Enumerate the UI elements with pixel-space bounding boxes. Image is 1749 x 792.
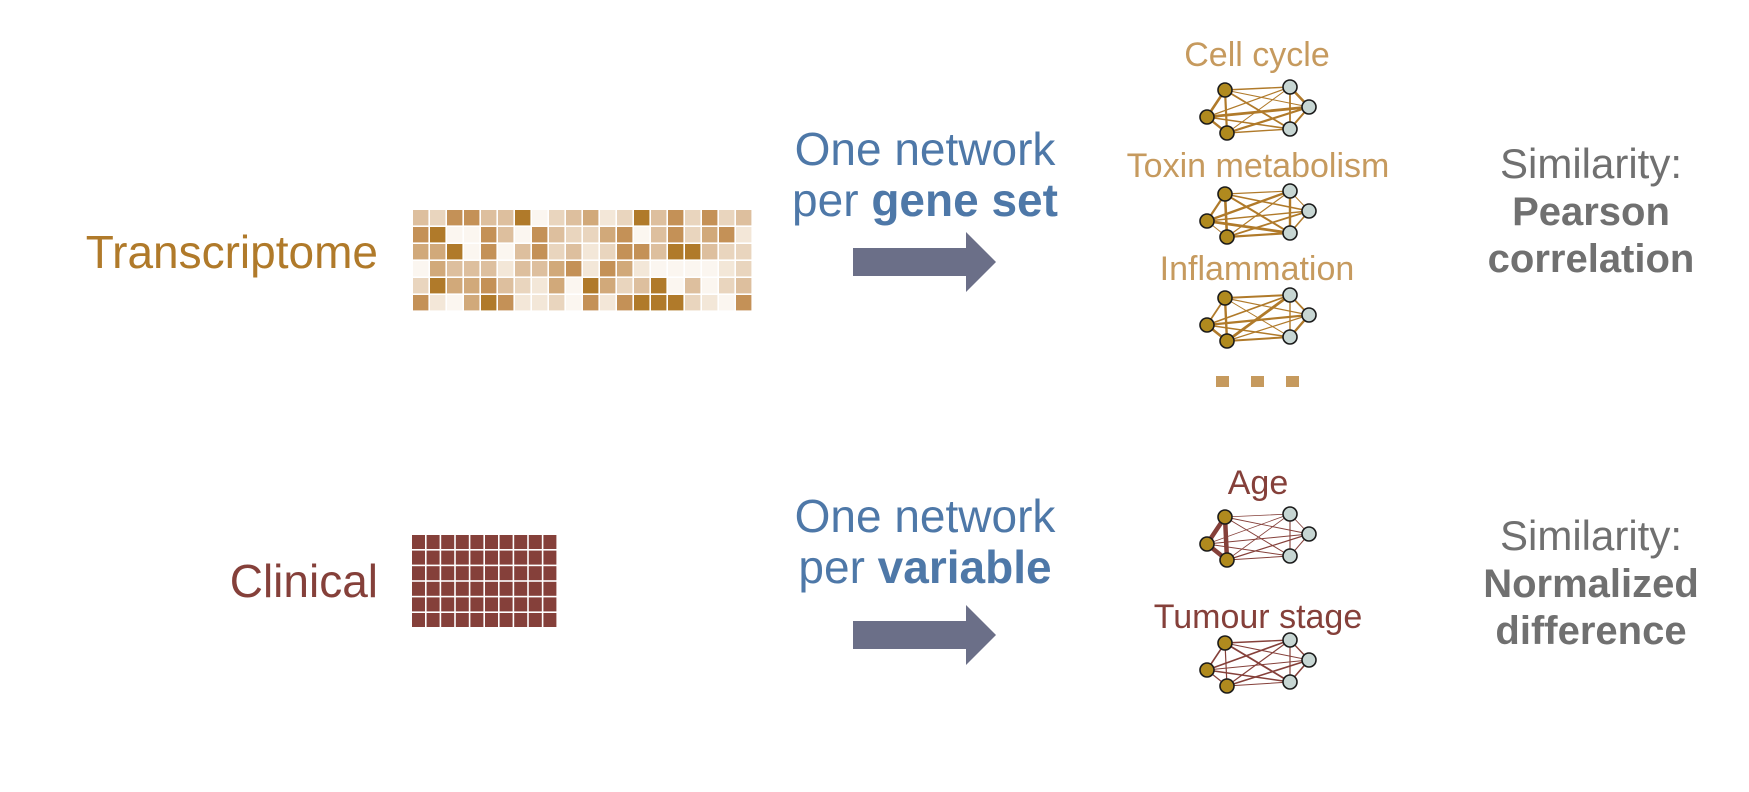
- similarity-method-transcriptome-line2: correlation: [1488, 237, 1695, 281]
- similarity-method-clinical-line1: Normalized: [1483, 562, 1699, 606]
- gene-set-text-line2: per gene set: [792, 174, 1058, 226]
- gene-set-text-line1: One network: [795, 123, 1057, 175]
- variable-arrow-icon: [853, 605, 996, 665]
- gene-set-text-bold: gene set: [871, 174, 1058, 226]
- network-label-age: Age: [1228, 464, 1289, 502]
- network-label-toxin-metabolism: Toxin metabolism: [1127, 147, 1390, 185]
- similarity-label-clinical: Similarity:: [1500, 512, 1682, 559]
- variable-text-line2: per variable: [798, 541, 1051, 593]
- variable-text-line1: One network: [795, 490, 1057, 542]
- similarity-label-transcriptome: Similarity:: [1500, 140, 1682, 187]
- clinical-label: Clinical: [230, 555, 378, 607]
- ellipsis-icon: [1216, 376, 1299, 387]
- transcriptome-matrix-icon: [413, 210, 752, 311]
- network-label-tumour-stage: Tumour stage: [1154, 598, 1363, 636]
- network-label-cell-cycle: Cell cycle: [1184, 36, 1329, 74]
- gene-set-arrow-icon: [853, 232, 996, 292]
- variable-text-prefix: per: [798, 541, 877, 593]
- network-label-inflammation: Inflammation: [1160, 250, 1355, 288]
- transcriptome-label: Transcriptome: [86, 226, 378, 278]
- network-age-icon: [1199, 506, 1317, 568]
- gene-set-text-prefix: per: [792, 174, 871, 226]
- similarity-method-clinical-line2: difference: [1495, 609, 1686, 653]
- similarity-method-transcriptome-line1: Pearson: [1512, 190, 1670, 234]
- network-tumour-stage-icon: [1199, 632, 1317, 694]
- clinical-matrix-icon: [412, 535, 557, 627]
- variable-text-bold: variable: [878, 541, 1052, 593]
- network-inflammation-icon: [1199, 287, 1317, 349]
- network-toxin-metabolism-icon: [1199, 183, 1317, 245]
- network-cell-cycle-icon: [1199, 79, 1317, 141]
